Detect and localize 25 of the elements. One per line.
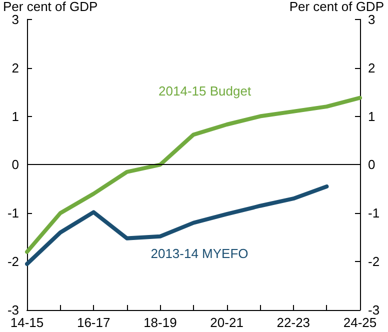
x-tick-label: 20-21 xyxy=(210,315,244,330)
series-label: 2013-14 MYEFO xyxy=(150,246,248,261)
x-tick-label: 16-17 xyxy=(76,315,110,330)
y-tick-label: 1 xyxy=(12,108,19,124)
x-tick-label: 24-25 xyxy=(343,315,377,330)
y2-tick-label: -3 xyxy=(368,302,380,318)
y-tick-label: 3 xyxy=(12,12,19,27)
y-tick-label: 0 xyxy=(12,157,19,172)
y2-tick-label: 2 xyxy=(368,60,376,76)
y-tick-label: -1 xyxy=(7,206,19,221)
y2-tick-label: 3 xyxy=(368,12,376,27)
x-tick-label: 18-19 xyxy=(144,315,177,330)
x-tick-label: 22-23 xyxy=(276,315,310,330)
series-label: 2014-15 Budget xyxy=(158,84,252,98)
y2-axis-title: Per cent of GDP xyxy=(289,0,384,14)
x-tick-label: 14-15 xyxy=(10,315,44,330)
y2-tick-label: -2 xyxy=(368,254,380,270)
y2-tick-label: -1 xyxy=(368,206,380,221)
y-tick-label: -2 xyxy=(7,254,19,270)
y-tick-label: 2 xyxy=(12,60,19,76)
y2-tick-label: 0 xyxy=(368,157,376,172)
y-axis-title: Per cent of GDP xyxy=(3,0,98,14)
y2-tick-label: 1 xyxy=(368,108,376,124)
y-tick-label: -3 xyxy=(7,302,19,318)
line-series xyxy=(25,184,329,266)
